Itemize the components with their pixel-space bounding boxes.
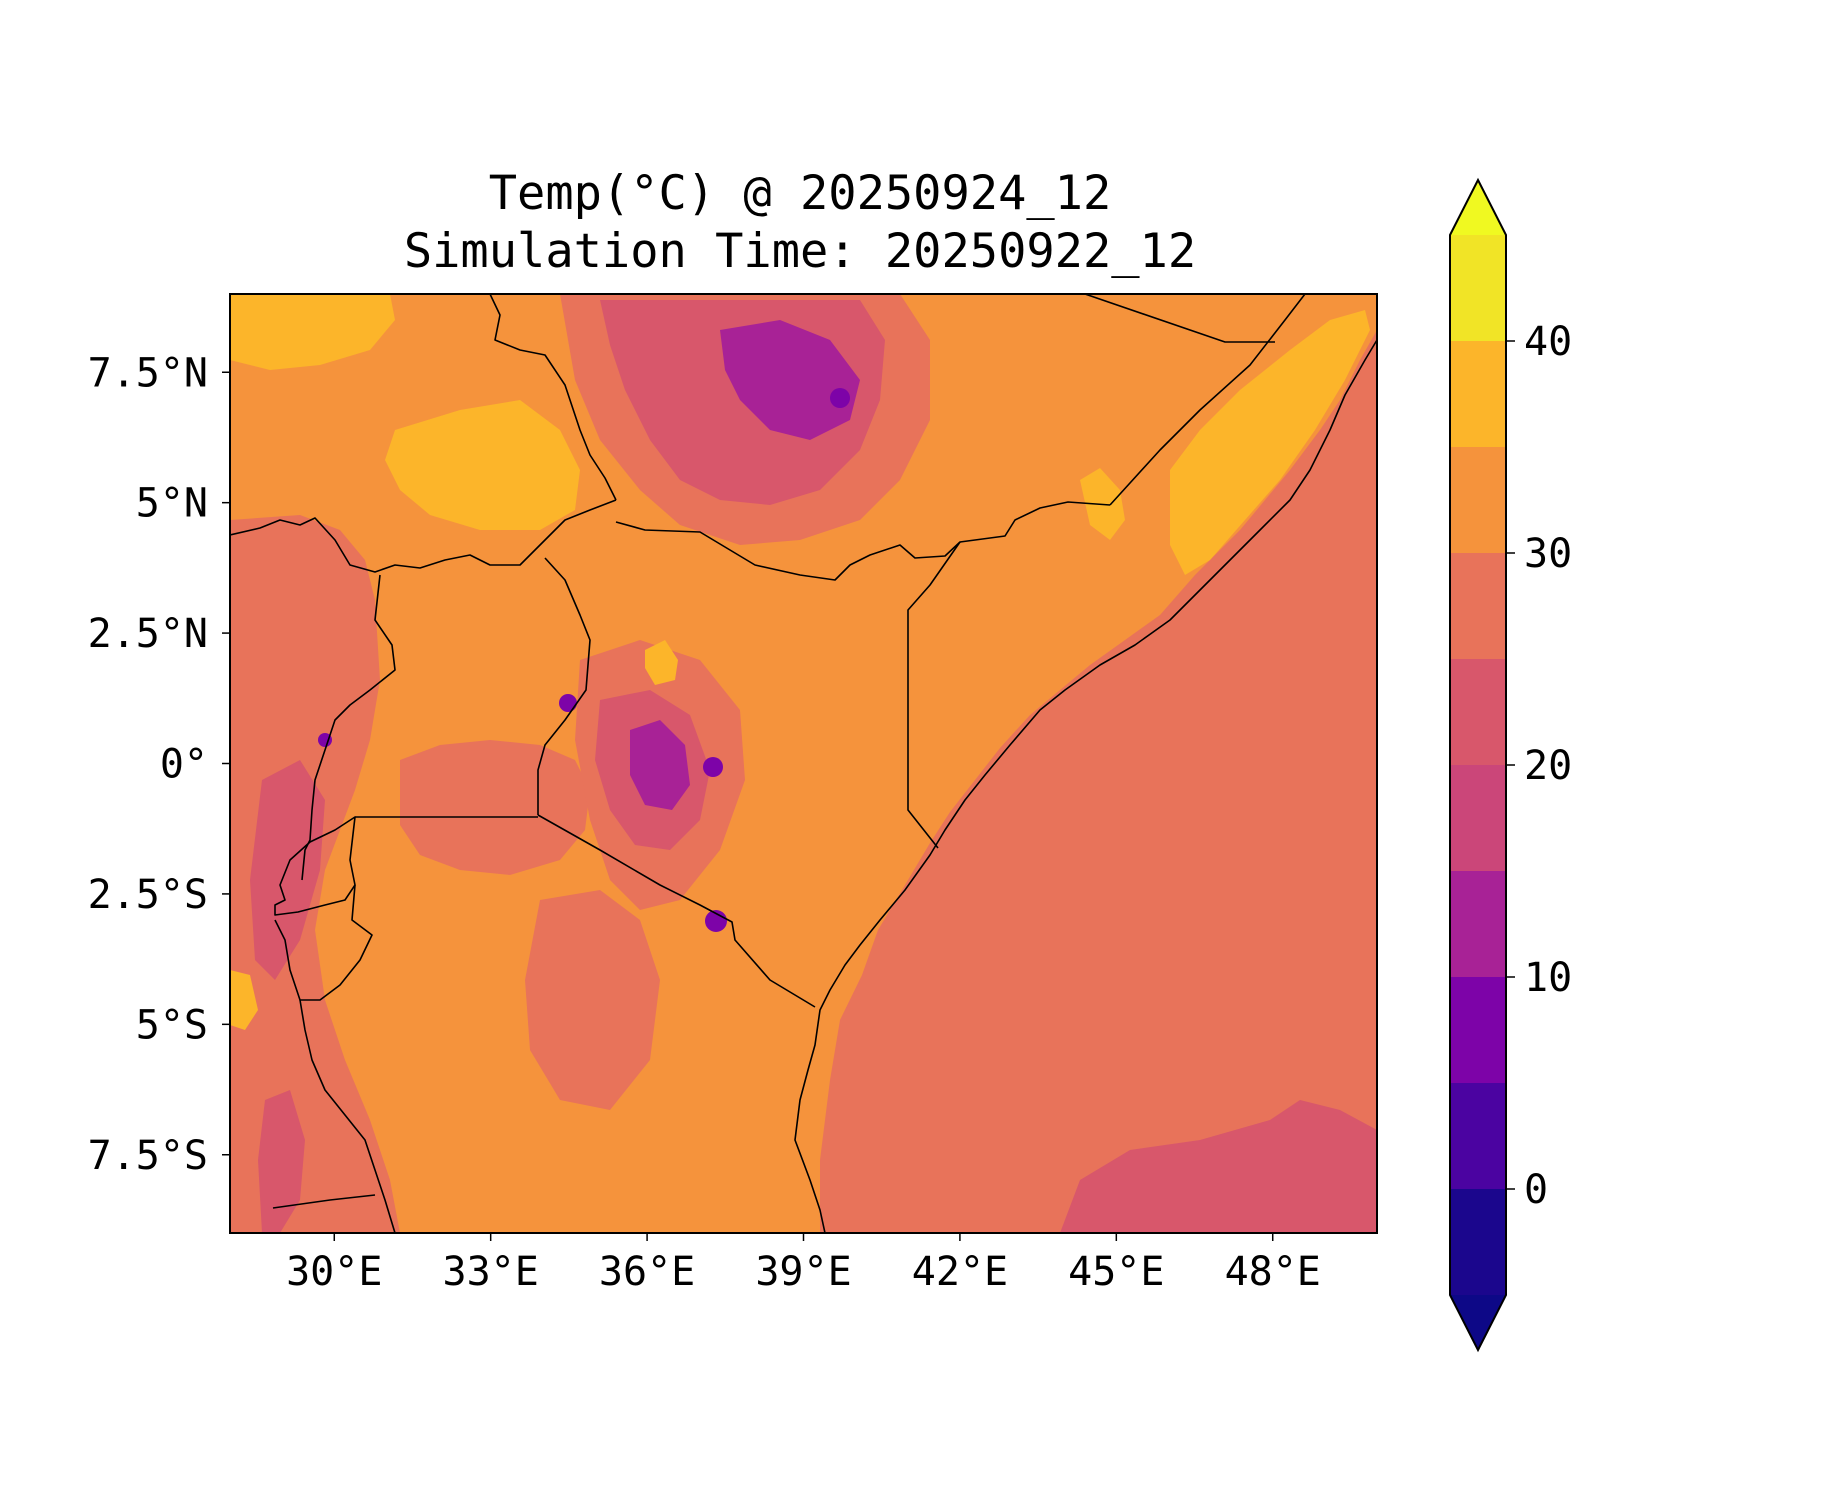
uganda-east-border	[537, 557, 591, 815]
lake-tanganyika-shore	[299, 999, 396, 1233]
colorbar-outline	[1449, 177, 1507, 1353]
ethiopia-somalia-border	[1109, 294, 1306, 506]
x-tick-label: 39°E	[755, 1249, 851, 1295]
south-sudan-hot-region	[385, 400, 580, 530]
y-axis-ticks: 7.5°N 5°N 2.5°N 0° 2.5°S 5°S 7.5°S	[88, 350, 230, 1179]
colorbar-over-arrow	[1450, 180, 1506, 235]
chart-subtitle: Simulation Time: 20250922_12	[403, 224, 1197, 279]
southeast-patch	[1060, 1100, 1377, 1233]
ocean-region	[820, 330, 1377, 1233]
south-sudan-north-border	[230, 499, 617, 573]
x-tick-label: 36°E	[599, 1249, 695, 1295]
northwest-hot-region	[230, 294, 395, 370]
colorbar-segment	[1450, 447, 1506, 553]
colorbar-segment	[1450, 977, 1506, 1083]
colorbar-segment	[1450, 1189, 1506, 1295]
somalia-coast-hot-region	[1170, 310, 1370, 575]
west-edge-hot-patch	[230, 970, 258, 1030]
turkana-hot-patch	[645, 640, 678, 685]
colorbar-segment	[1450, 341, 1506, 447]
zambia-border	[272, 1194, 376, 1209]
x-tick-label: 48°E	[1225, 1249, 1321, 1295]
y-tick-label: 0°	[160, 742, 208, 788]
ethiopia-cold-peak	[830, 388, 850, 408]
y-tick-label: 2.5°N	[88, 611, 208, 657]
jubba-region-border	[1084, 294, 1275, 343]
x-tick-label: 33°E	[443, 1249, 539, 1295]
colorbar-under-arrow	[1450, 1295, 1506, 1350]
kenya-somalia-border	[907, 541, 961, 849]
ethiopia-peaks	[720, 320, 860, 440]
kenya-tanzania-border	[537, 814, 816, 1008]
y-tick-label: 5°N	[136, 481, 208, 527]
colorbar-tick-label: 30	[1524, 531, 1572, 577]
kilimanjaro-peak	[705, 910, 727, 932]
x-axis-ticks: 30°E 33°E 36°E 39°E 42°E 45°E 48°E	[286, 1233, 1321, 1295]
rwenzori-highlands	[250, 760, 325, 980]
colorbar-tick-label: 0	[1524, 1167, 1548, 1213]
uganda-west-border	[301, 574, 396, 881]
colorbar-segment	[1450, 1083, 1506, 1189]
y-tick-label: 7.5°N	[88, 350, 208, 396]
colorbar-tick-label: 40	[1524, 319, 1572, 365]
southwest-highlands	[258, 1090, 305, 1233]
colorbar-segment	[1450, 871, 1506, 977]
y-tick-label: 2.5°S	[88, 872, 208, 918]
coastline	[794, 339, 1377, 1233]
mount-kenya-peak	[703, 757, 723, 777]
colorbar-segment	[1450, 659, 1506, 765]
y-tick-label: 7.5°S	[88, 1133, 208, 1179]
colorbar-segment	[1450, 765, 1506, 871]
colorbar-tick-label: 10	[1524, 955, 1572, 1001]
south-central-patch	[525, 890, 660, 1110]
country-borders	[230, 294, 1377, 1233]
rwenzori-peak	[318, 733, 332, 747]
elgon-peak	[559, 694, 577, 712]
chart-title: Temp(°C) @ 20250924_12	[488, 166, 1112, 221]
lake-victoria-region	[400, 740, 590, 875]
colorbar-tick-label: 20	[1524, 743, 1572, 789]
x-tick-label: 45°E	[1068, 1249, 1164, 1295]
x-tick-label: 30°E	[286, 1249, 382, 1295]
x-tick-label: 42°E	[912, 1249, 1008, 1295]
rwanda-burundi-border	[274, 816, 356, 916]
colorbar-segment	[1450, 553, 1506, 659]
kenya-ethiopia-border	[615, 501, 1111, 581]
northern-border-fragment	[489, 294, 617, 501]
colorbar: 0 10 20 30 40	[1449, 177, 1572, 1353]
map-panel	[230, 294, 1377, 1233]
kenya-peaks	[630, 720, 690, 810]
colorbar-segment	[1450, 235, 1506, 341]
tanzania-west-border	[274, 884, 373, 1001]
y-tick-label: 5°S	[136, 1002, 208, 1048]
